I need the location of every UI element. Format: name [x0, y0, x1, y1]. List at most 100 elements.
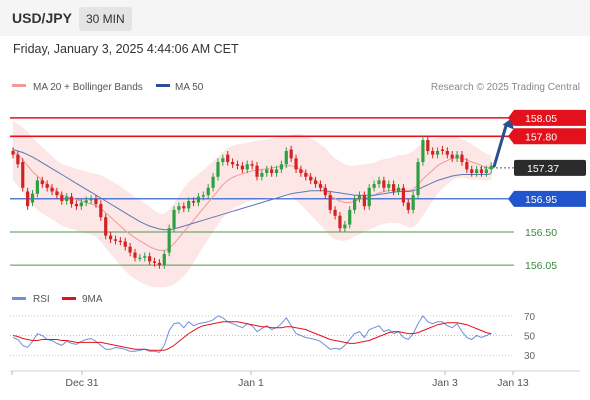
ma50-line	[12, 149, 492, 231]
candle-body	[35, 180, 39, 194]
candle-body	[489, 165, 493, 170]
candle-body	[353, 198, 357, 210]
candle-body	[65, 196, 69, 202]
candle-body	[465, 162, 469, 170]
candle-body	[89, 198, 93, 201]
candle-body	[143, 256, 147, 258]
candle-body	[240, 165, 244, 170]
candle-body	[221, 158, 225, 163]
candle-body	[484, 169, 488, 174]
x-tick-label-dec31: Dec 31	[65, 377, 98, 389]
ma9-legend-swatch	[62, 297, 76, 300]
candle-body	[450, 154, 454, 159]
candle-body	[235, 164, 240, 166]
candle-body	[21, 162, 25, 188]
candle-body	[362, 195, 366, 207]
candle-body	[50, 187, 54, 192]
candle-body	[299, 169, 303, 174]
chart-datetime: Friday, January 3, 2025 4:44:06 AM CET	[13, 42, 239, 56]
candle-body	[211, 176, 215, 188]
candle-body	[274, 169, 279, 174]
symbol-title: USD/JPY	[12, 10, 72, 26]
candle-body	[260, 173, 264, 177]
pivot-label-box	[508, 190, 586, 207]
candle-body	[323, 187, 327, 196]
x-tick-label-jan1: Jan 1	[238, 377, 264, 389]
candle-body	[421, 139, 425, 163]
candle-body	[460, 154, 464, 163]
rsi-panel: 70 50 30	[10, 312, 536, 362]
pivot-label: 156.95	[525, 194, 557, 206]
candle-body	[118, 240, 122, 242]
candle-body	[148, 256, 152, 262]
timeframe-button[interactable]: 30 MIN	[79, 7, 132, 31]
candle-body	[26, 191, 30, 207]
candle-body	[470, 169, 474, 174]
candle-body	[172, 209, 176, 229]
current-price-label: 157.37	[527, 163, 559, 175]
candle-body	[392, 184, 396, 192]
bollinger-band	[13, 121, 492, 288]
moving-averages	[12, 149, 492, 251]
candle-body	[157, 262, 161, 266]
candle-body	[289, 149, 293, 159]
candle-body	[187, 201, 191, 209]
candle-body	[74, 203, 79, 207]
candles	[11, 136, 493, 269]
candle-body	[113, 239, 118, 241]
candle-body	[94, 198, 98, 204]
candle-body	[128, 246, 132, 253]
candle-body	[40, 180, 44, 185]
candle-body	[231, 162, 235, 165]
candle-body	[152, 261, 157, 263]
forecast-arrow-shaft	[492, 124, 508, 168]
candle-body	[138, 257, 142, 259]
candle-body	[372, 184, 376, 188]
ma20-line	[12, 150, 492, 251]
candle-body	[348, 209, 352, 225]
resistance-label: 158.05	[525, 113, 557, 125]
rsi-level-label: 70	[524, 312, 536, 323]
ma20-legend-swatch	[12, 84, 26, 87]
candle-body	[255, 165, 259, 177]
chart-header: USD/JPY 30 MIN	[0, 0, 590, 36]
candle-body	[133, 252, 137, 258]
candle-body	[328, 195, 332, 210]
candle-body	[45, 184, 49, 188]
candle-body	[396, 187, 401, 192]
candle-body	[357, 195, 362, 199]
candle-body	[177, 206, 181, 210]
candle-body	[206, 187, 210, 196]
price-legend: MA 20 + Bollinger Bands MA 50 Research ©…	[12, 82, 580, 93]
candle-body	[226, 154, 230, 163]
candle-body	[304, 173, 308, 177]
candle-body	[435, 150, 440, 155]
candle-body	[475, 169, 479, 174]
target-label: 156.50	[525, 227, 557, 239]
candle-body	[294, 158, 298, 170]
rsi-legend-label: RSI	[33, 294, 50, 305]
ma50-legend-label: MA 50	[175, 82, 204, 93]
target-label: 156.05	[525, 260, 557, 272]
bollinger-band-layer	[13, 121, 492, 288]
candle-body	[284, 150, 288, 165]
source-credit: Research © 2025 Trading Central	[431, 82, 580, 93]
candle-body	[455, 154, 459, 159]
candle-body	[411, 195, 415, 210]
candle-body	[382, 180, 386, 188]
rsi-legend: RSI 9MA	[12, 294, 103, 305]
candle-body	[250, 164, 254, 166]
candle-body	[318, 184, 323, 188]
candle-body	[416, 162, 420, 196]
rsi-legend-swatch	[12, 297, 26, 300]
candle-body	[367, 187, 371, 207]
candle-body	[191, 201, 196, 203]
ma20-legend-label: MA 20 + Bollinger Bands	[33, 82, 143, 93]
forecast-arrow-layer	[492, 117, 514, 168]
current-price-box	[514, 159, 586, 176]
candle-body	[60, 195, 64, 202]
candle-body	[11, 150, 15, 155]
candle-body	[104, 217, 108, 236]
candle-body	[265, 169, 269, 174]
